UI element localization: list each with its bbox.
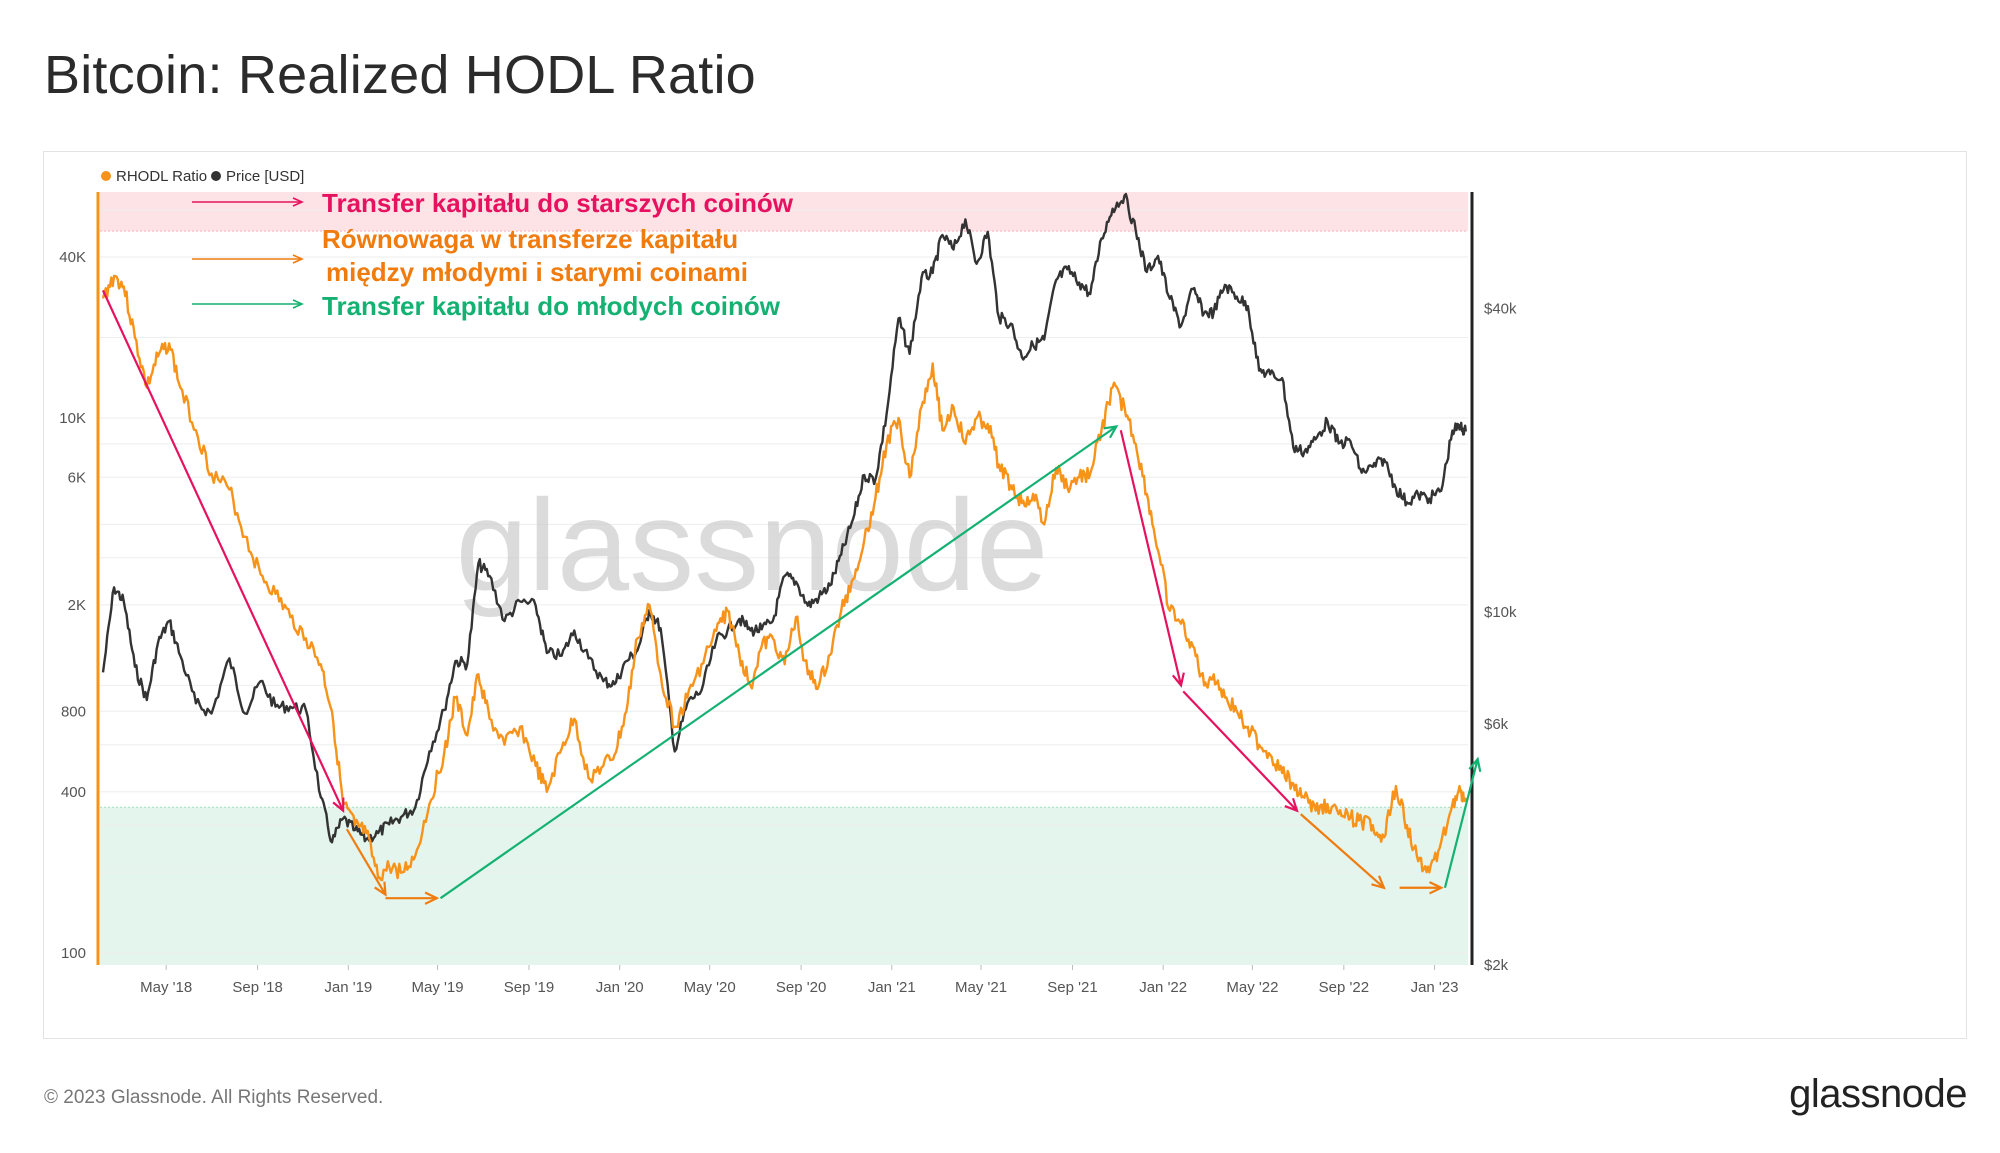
x-tick-label: May '19 — [412, 979, 464, 996]
legend: RHODL Ratio Price [USD] — [101, 168, 304, 185]
annotation-text: między młodymi i starymi coinami — [326, 257, 748, 287]
right-tick-label: $2k — [1484, 957, 1509, 974]
trend-arrow-head — [424, 891, 440, 905]
x-tick-label: Sep '20 — [776, 979, 826, 996]
trend-arrow-line — [1182, 690, 1298, 812]
left-tick-label: 400 — [61, 784, 86, 801]
trend-arrows — [101, 289, 1482, 905]
left-tick-label: 6K — [68, 469, 86, 486]
trend-arrow-head — [1429, 881, 1444, 895]
legend-dot — [211, 171, 221, 181]
left-tick-label: 100 — [61, 945, 86, 962]
rhodl-series-line — [101, 274, 1467, 882]
page-title: Bitcoin: Realized HODL Ratio — [44, 45, 756, 105]
annotation-text: Transfer kapitału do starszych coinów — [322, 188, 794, 218]
x-tick-label: May '22 — [1226, 979, 1278, 996]
left-tick-label: 10K — [59, 410, 86, 427]
x-tick-label: Jan '22 — [1139, 979, 1187, 996]
trend-arrow-head — [1468, 756, 1482, 773]
x-tick-label: Sep '19 — [504, 979, 554, 996]
trend-arrow-head — [1284, 797, 1299, 813]
x-tick-label: May '18 — [140, 979, 192, 996]
axes: 100 400 800 2K 6K 10K 40K $2k $6k $10k $40k May '18… — [59, 192, 1517, 996]
right-tick-label: $40k — [1484, 300, 1517, 317]
trend-arrow-head — [1103, 424, 1119, 439]
legend-label: Price [USD] — [226, 168, 304, 185]
trend-arrow-line — [1443, 758, 1479, 889]
trend-arrow-line — [345, 828, 387, 896]
chart-container: glassnode 100 400 800 2K 6K 10K 40K $2k $6k $10k $… — [43, 151, 1967, 1039]
x-tick-label: Jan '20 — [596, 979, 644, 996]
left-tick-label: 2K — [68, 597, 86, 614]
x-tick-label: Jan '23 — [1411, 979, 1459, 996]
top-band — [100, 192, 1468, 232]
annotation-arrow-head — [292, 197, 304, 207]
legend-dot — [101, 171, 111, 181]
trend-arrow-line — [1299, 813, 1385, 889]
trend-arrow-head — [1371, 875, 1386, 890]
x-tick-label: Sep '22 — [1319, 979, 1369, 996]
left-tick-label: 40K — [59, 249, 86, 266]
legend-label: RHODL Ratio — [116, 168, 207, 185]
trend-arrow-line — [101, 289, 345, 812]
chart-svg: glassnode 100 400 800 2K 6K 10K 40K $2k $6k $10k $… — [59, 168, 1517, 996]
copyright-text: © 2023 Glassnode. All Rights Reserved. — [44, 1087, 384, 1108]
x-tick-label: Jan '19 — [324, 979, 372, 996]
x-tick-label: May '21 — [955, 979, 1007, 996]
left-tick-label: 800 — [61, 703, 86, 720]
x-tick-label: Jan '21 — [868, 979, 916, 996]
right-tick-label: $6k — [1484, 716, 1509, 733]
annotation-text: Transfer kapitału do młodych coinów — [322, 291, 781, 321]
x-tick-label: Sep '18 — [232, 979, 282, 996]
bottom-band — [100, 807, 1468, 965]
trend-arrow-line — [439, 425, 1117, 900]
annotation-arrow-head — [292, 254, 304, 264]
trend-arrow-head — [1171, 672, 1185, 688]
watermark: glassnode — [456, 472, 1049, 618]
price-series-line — [101, 192, 1467, 844]
x-tick-label: May '20 — [684, 979, 736, 996]
trend-arrow-head — [374, 881, 387, 897]
series-group — [101, 192, 1467, 882]
annotation-arrow-head — [292, 299, 304, 309]
right-tick-label: $10k — [1484, 604, 1517, 621]
x-tick-label: Sep '21 — [1047, 979, 1097, 996]
annotation-text: Równowaga w transferze kapitału — [322, 224, 738, 254]
glassnode-logo: glassnode — [1789, 1072, 1967, 1116]
trend-arrow-head — [332, 797, 345, 813]
annotations: Transfer kapitału do starszych coinów Rów… — [192, 188, 794, 321]
trend-arrow-line — [1119, 429, 1183, 686]
